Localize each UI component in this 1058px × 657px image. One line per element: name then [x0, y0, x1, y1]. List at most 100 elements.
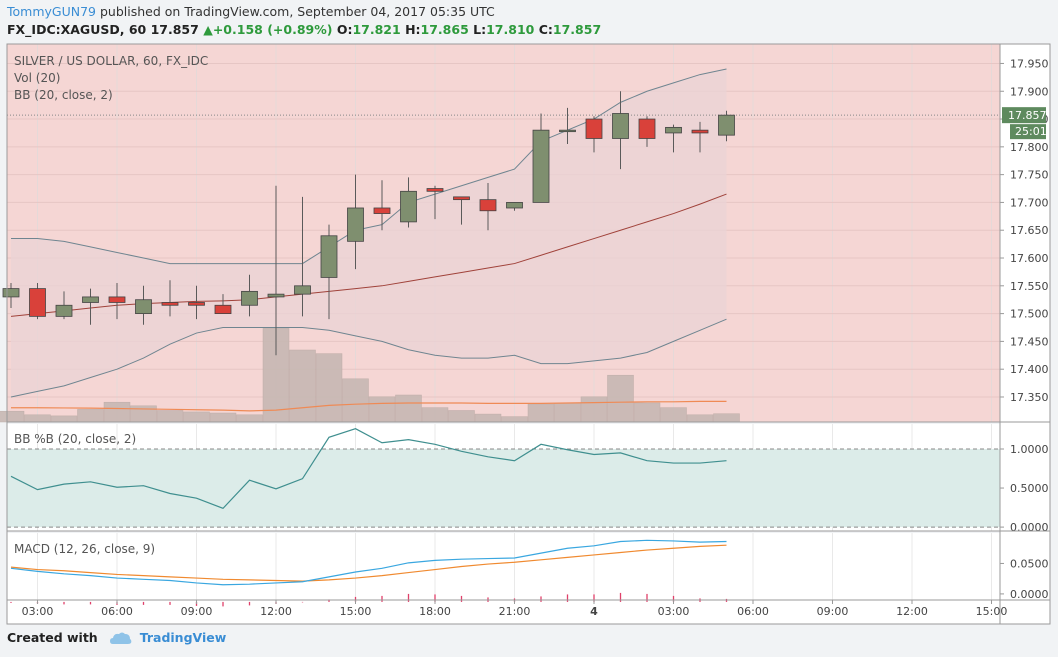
- time-tick-label: 03:00: [22, 605, 54, 618]
- time-tick-label: 12:00: [896, 605, 928, 618]
- publish-info: TommyGUN79 published on TradingView.com,…: [7, 4, 495, 19]
- candle-body: [214, 304, 232, 315]
- pb-tick-label: 0.0000: [1010, 521, 1049, 534]
- macd-pane-title: MACD (12, 26, close, 9): [14, 542, 155, 556]
- price-tick-label: 17.700: [1010, 196, 1049, 209]
- time-tick-label: 15:00: [340, 605, 372, 618]
- macd-tick-label: 0.0000: [1010, 588, 1049, 601]
- volume-bar: [103, 401, 131, 423]
- created-with-label: Created with: [7, 630, 98, 645]
- price-axis-bg: [1000, 44, 1050, 624]
- candle-body: [691, 129, 709, 134]
- volume-bar: [236, 414, 263, 423]
- candle-body: [400, 190, 417, 223]
- candle-body: [82, 296, 99, 303]
- time-tick-label: 21:00: [499, 605, 531, 618]
- price-tick-label: 17.900: [1010, 85, 1049, 98]
- candle-body: [612, 113, 629, 139]
- candle-body: [267, 293, 285, 298]
- volume-indicator-label: Vol (20): [14, 71, 60, 85]
- price-tick-label: 17.350: [1010, 391, 1049, 404]
- volume-bar: [289, 349, 316, 423]
- time-tick-label: 06:00: [737, 605, 769, 618]
- time-tick-label: 18:00: [419, 605, 451, 618]
- tradingview-cloud-icon: [109, 632, 132, 644]
- volume-bar: [50, 415, 78, 423]
- candle-body: [426, 188, 444, 192]
- time-axis-bg: [7, 600, 1050, 624]
- volume-bar: [315, 353, 343, 423]
- close-label: C:: [538, 22, 553, 37]
- macd-signal-line: [10, 544, 727, 582]
- bb-indicator-label: BB (20, close, 2): [14, 88, 113, 102]
- candle-body: [718, 114, 735, 136]
- volume-bar: [368, 396, 396, 423]
- price-tick-label: 17.400: [1010, 363, 1049, 376]
- price-tick-label: 17.650: [1010, 224, 1049, 237]
- volume-bar: [686, 414, 714, 423]
- last-price-tag-label: 17.857: [1008, 109, 1047, 122]
- candle-body: [135, 299, 152, 315]
- time-tick-label: 15:00: [976, 605, 1008, 618]
- candle-body: [29, 288, 46, 317]
- candle-body: [347, 207, 364, 242]
- volume-bar: [209, 412, 237, 423]
- volume-bar: [183, 411, 210, 423]
- tradingview-link[interactable]: TradingView: [139, 630, 227, 645]
- volume-bar: [24, 414, 51, 423]
- time-tick-label: 03:00: [658, 605, 690, 618]
- candle-body: [241, 290, 258, 306]
- volume-ma-line: [11, 400, 727, 412]
- bb-basis-line: [10, 193, 727, 317]
- volume-bar: [633, 402, 661, 423]
- volume-bar: [342, 378, 369, 423]
- time-tick-label: 09:00: [181, 605, 213, 618]
- pb-tick-label: 1.0000: [1010, 443, 1049, 456]
- low-value: 17.810: [486, 22, 535, 37]
- main-pane-title: SILVER / US DOLLAR, 60, FX_IDC: [14, 54, 208, 68]
- price-tick-label: 17.500: [1010, 308, 1049, 321]
- macd-tick-label: 0.0500: [1010, 557, 1049, 570]
- candle-body: [665, 126, 682, 134]
- last-price: 17.857: [150, 22, 199, 37]
- volume-bar: [0, 410, 25, 423]
- pb-band-fill: [7, 448, 1000, 528]
- candle-body: [532, 129, 550, 203]
- candle-body: [638, 118, 656, 139]
- author-link[interactable]: TommyGUN79: [7, 4, 97, 19]
- macd-line: [10, 539, 727, 586]
- chart-frame: [6, 43, 1051, 625]
- price-tick-label: 17.450: [1010, 335, 1049, 348]
- high-label: H:: [405, 22, 421, 37]
- candle-body: [506, 202, 523, 209]
- footer: Created with TradingView: [7, 630, 226, 645]
- candle-body: [55, 304, 73, 317]
- volume-bar: [474, 413, 502, 423]
- candle-body: [188, 302, 205, 306]
- last-price-tag: [1002, 107, 1046, 124]
- candle-body: [373, 207, 391, 214]
- candle-body: [161, 302, 179, 306]
- pb-line: [10, 428, 727, 510]
- time-tick-label: 12:00: [260, 605, 292, 618]
- candle-body: [108, 296, 126, 303]
- price-tick-label: 17.550: [1010, 280, 1049, 293]
- high-value: 17.865: [420, 22, 469, 37]
- volume-bar: [501, 416, 528, 423]
- volume-bar: [660, 407, 687, 423]
- candle-body: [294, 285, 311, 295]
- volume-bar: [448, 410, 475, 423]
- price-tick-label: 17.600: [1010, 252, 1049, 265]
- publish-text: published on TradingView.com, September …: [100, 4, 495, 19]
- candle-body: [2, 288, 20, 298]
- volume-bar: [527, 403, 555, 423]
- price-change: +0.158 (+0.89%): [212, 22, 333, 37]
- close-value: 17.857: [552, 22, 602, 37]
- volume-bar: [421, 407, 449, 423]
- low-label: L:: [473, 22, 487, 37]
- candle-body: [585, 118, 603, 139]
- macd-pane-bg: [7, 533, 1000, 600]
- time-tick-label: 09:00: [817, 605, 849, 618]
- pb-tick-label: 0.5000: [1010, 482, 1049, 495]
